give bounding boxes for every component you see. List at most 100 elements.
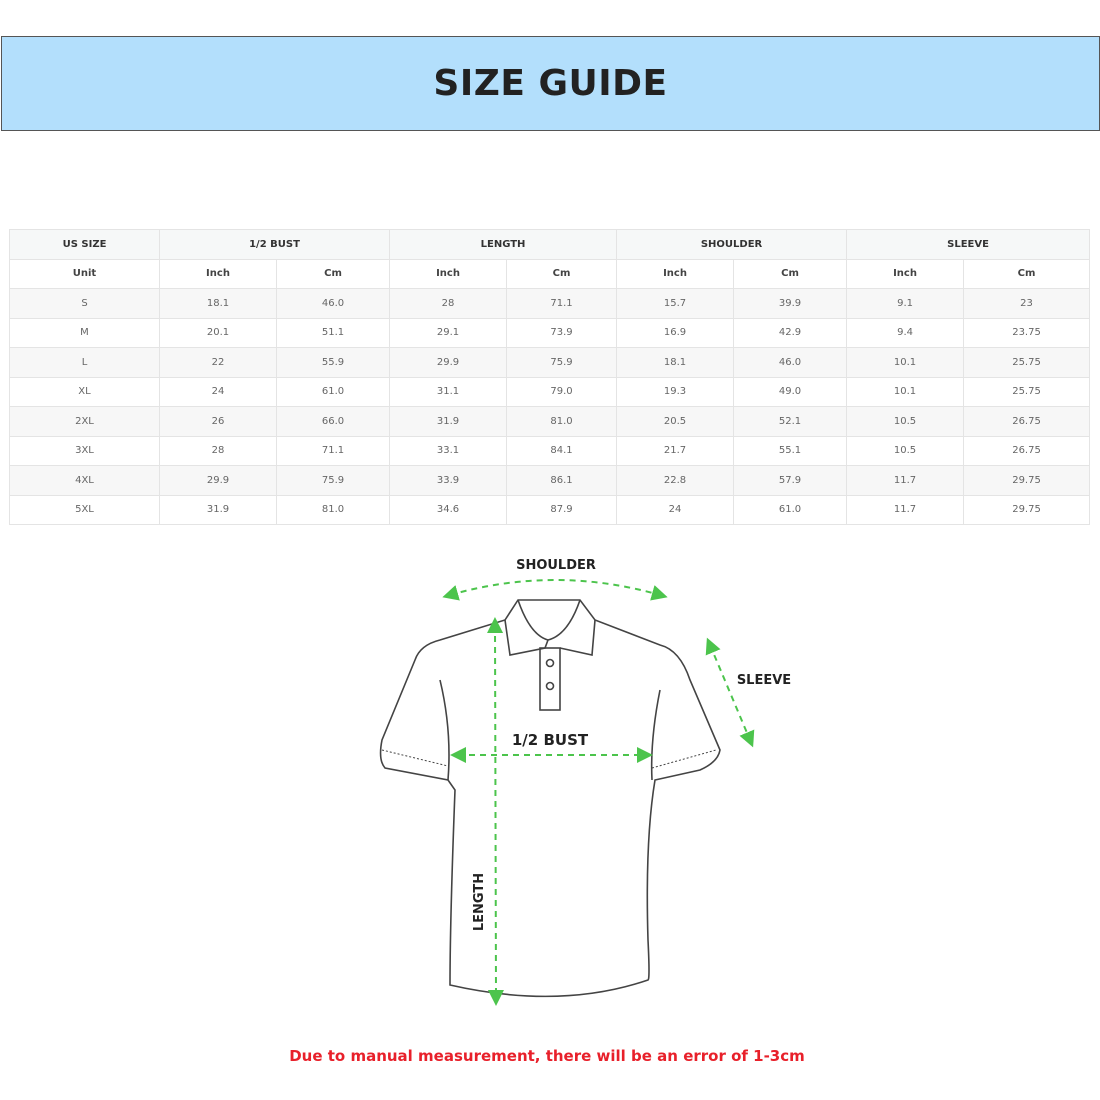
table-cell: 71.1 xyxy=(506,288,618,319)
table-cell: Cm xyxy=(963,258,1091,289)
table-cell: 34.6 xyxy=(389,494,508,525)
table-cell: 31.9 xyxy=(389,406,508,437)
table-cell: 25.75 xyxy=(963,347,1091,378)
table-cell: 21.7 xyxy=(616,435,735,466)
table-row: 5XL 31.9 81.0 34.6 87.9 24 61.0 11.7 29.75 xyxy=(9,494,1091,525)
table-cell: 26 xyxy=(159,406,277,437)
table-cell: 81.0 xyxy=(506,406,618,437)
table-cell: 28 xyxy=(389,288,508,319)
table-cell: 49.0 xyxy=(733,376,848,407)
table-cell: 18.1 xyxy=(616,347,735,378)
table-cell: Inch xyxy=(616,258,735,289)
table-cell: 73.9 xyxy=(506,317,618,348)
table-row: 4XL 29.9 75.9 33.9 86.1 22.8 57.9 11.7 29.75 xyxy=(9,465,1091,496)
table-cell: 51.1 xyxy=(275,317,391,348)
table-cell: 39.9 xyxy=(733,288,848,319)
table-cell: 55.1 xyxy=(733,435,848,466)
table-cell: 23.75 xyxy=(963,317,1091,348)
table-cell: 11.7 xyxy=(846,465,965,496)
table-cell: US SIZE xyxy=(9,229,160,260)
table-cell: 29.9 xyxy=(159,465,277,496)
table-cell: 1/2 BUST xyxy=(158,229,391,260)
table-cell: Inch xyxy=(159,258,277,289)
table-cell: 10.5 xyxy=(846,435,965,466)
table-cell: 55.9 xyxy=(275,347,391,378)
group-header-row: US SIZE 1/2 BUST LENGTH SHOULDER SLEEVE xyxy=(9,229,1091,260)
table-cell: 11.7 xyxy=(846,494,965,525)
table-cell: 84.1 xyxy=(506,435,618,466)
title-banner: SIZE GUIDE xyxy=(1,36,1100,131)
table-cell: 9.1 xyxy=(846,288,965,319)
table-cell: 81.0 xyxy=(275,494,391,525)
table-cell: 33.9 xyxy=(389,465,508,496)
table-cell: 26.75 xyxy=(963,435,1091,466)
table-cell: 24 xyxy=(616,494,735,525)
shoulder-label: SHOULDER xyxy=(516,558,596,573)
table-cell: M xyxy=(9,317,160,348)
table-cell: Cm xyxy=(506,258,618,289)
table-cell: 29.9 xyxy=(389,347,508,378)
table-cell: 42.9 xyxy=(733,317,848,348)
table-cell: 10.1 xyxy=(846,347,965,378)
table-cell: Cm xyxy=(275,258,391,289)
table-cell: 25.75 xyxy=(963,376,1091,407)
table-cell: 26.75 xyxy=(963,406,1091,437)
table-cell: 15.7 xyxy=(616,288,735,319)
table-cell: 66.0 xyxy=(275,406,391,437)
table-cell: LENGTH xyxy=(389,229,618,260)
shirt-outline xyxy=(379,599,721,998)
table-cell: SLEEVE xyxy=(846,229,1091,260)
table-cell: S xyxy=(9,288,160,319)
table-row: M 20.1 51.1 29.1 73.9 16.9 42.9 9.4 23.75 xyxy=(9,317,1091,348)
table-cell: 31.9 xyxy=(159,494,277,525)
unit-header-row: Unit Inch Cm Inch Cm Inch Cm Inch Cm xyxy=(9,258,1091,289)
measurement-note: Due to manual measurement, there will be… xyxy=(289,1047,805,1065)
table-cell: 57.9 xyxy=(733,465,848,496)
table-cell: 61.0 xyxy=(275,376,391,407)
table-cell: Inch xyxy=(846,258,965,289)
table-row: 3XL 28 71.1 33.1 84.1 21.7 55.1 10.5 26.75 xyxy=(9,435,1091,466)
table-cell: 10.1 xyxy=(846,376,965,407)
table-cell: 19.3 xyxy=(616,376,735,407)
table-cell: XL xyxy=(9,376,160,407)
shirt-diagram: SHOULDER SLEEVE 1/2 BUST LENGTH xyxy=(379,558,791,1006)
table-cell: 79.0 xyxy=(506,376,618,407)
table-cell: 10.5 xyxy=(846,406,965,437)
table-row: S 18.1 46.0 28 71.1 15.7 39.9 9.1 23 xyxy=(9,288,1091,319)
table-cell: 28 xyxy=(159,435,277,466)
table-row: 2XL 26 66.0 31.9 81.0 20.5 52.1 10.5 26.75 xyxy=(9,406,1091,437)
table-cell: 20.1 xyxy=(159,317,277,348)
table-cell: Unit xyxy=(9,258,160,289)
length-label: LENGTH xyxy=(472,873,487,931)
table-cell: Inch xyxy=(389,258,508,289)
table-row: L 22 55.9 29.9 75.9 18.1 46.0 10.1 25.75 xyxy=(9,347,1091,378)
table-cell: 22 xyxy=(159,347,277,378)
table-cell: 22.8 xyxy=(616,465,735,496)
table-cell: 18.1 xyxy=(159,288,277,319)
sleeve-label: SLEEVE xyxy=(737,673,791,688)
table-cell: 52.1 xyxy=(733,406,848,437)
bust-label: 1/2 BUST xyxy=(512,731,589,749)
table-cell: 20.5 xyxy=(616,406,735,437)
table-cell: 5XL xyxy=(9,494,160,525)
table-cell: 16.9 xyxy=(616,317,735,348)
table-row: XL 24 61.0 31.1 79.0 19.3 49.0 10.1 25.75 xyxy=(9,376,1091,407)
size-table: US SIZE 1/2 BUST LENGTH SHOULDER SLEEVE Unit I… xyxy=(9,229,1091,525)
table-cell: 33.1 xyxy=(389,435,508,466)
table-cell: 86.1 xyxy=(506,465,618,496)
measure-arrows xyxy=(442,579,755,1006)
table-cell: L xyxy=(9,347,160,378)
table-cell: 29.1 xyxy=(389,317,508,348)
table-cell: Cm xyxy=(733,258,848,289)
table-cell: SHOULDER xyxy=(616,229,848,260)
table-cell: 61.0 xyxy=(733,494,848,525)
table-cell: 29.75 xyxy=(963,465,1091,496)
table-cell: 71.1 xyxy=(275,435,391,466)
table-cell: 46.0 xyxy=(733,347,848,378)
table-cell: 75.9 xyxy=(275,465,391,496)
table-cell: 87.9 xyxy=(506,494,618,525)
table-cell: 29.75 xyxy=(963,494,1091,525)
table-cell: 31.1 xyxy=(389,376,508,407)
table-cell: 75.9 xyxy=(506,347,618,378)
table-cell: 9.4 xyxy=(846,317,965,348)
